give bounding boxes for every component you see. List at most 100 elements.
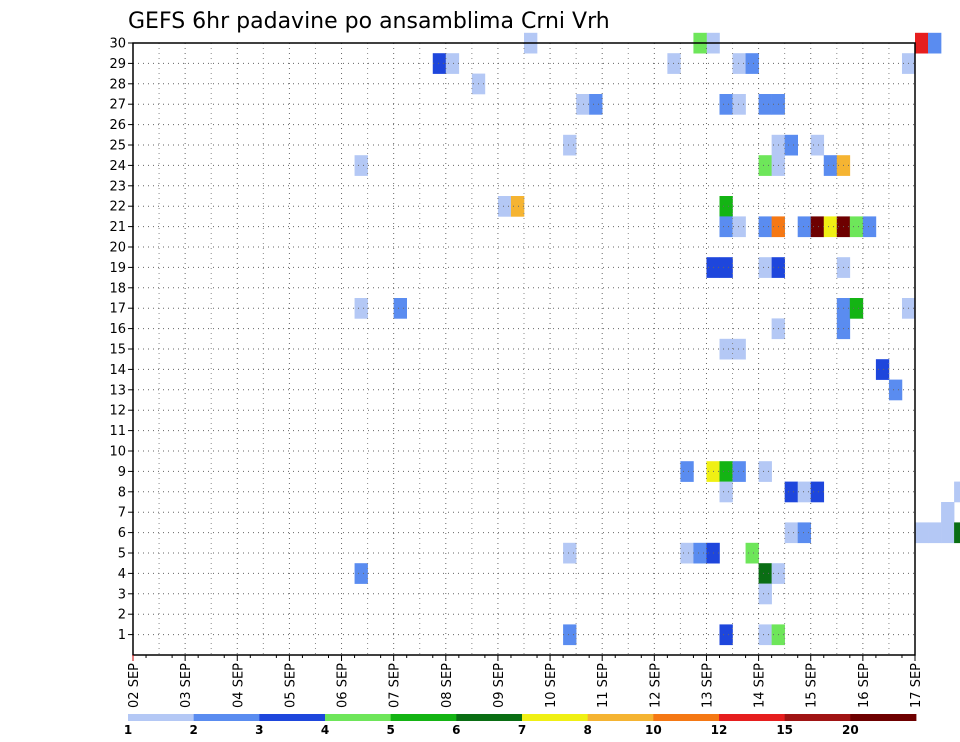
y-tick-label: 20 <box>109 241 126 256</box>
heatmap-cell <box>719 338 733 360</box>
heatmap-cell <box>719 94 733 115</box>
x-tick-label: 15 SEP <box>805 663 820 708</box>
heatmap-cell <box>875 359 890 380</box>
colorbar-label: 7 <box>518 723 526 737</box>
heatmap-cell <box>680 461 694 482</box>
colorbar-label: 4 <box>321 723 329 737</box>
y-tick-label: 13 <box>109 383 126 398</box>
colorbar-label: 3 <box>255 723 263 737</box>
y-tick-label: 30 <box>109 37 126 52</box>
heatmap-cell <box>732 216 746 238</box>
heatmap-cell <box>693 542 707 564</box>
x-tick-label: 03 SEP <box>179 663 194 708</box>
heatmap-cell <box>576 94 590 115</box>
x-tick-label: 02 SEP <box>127 663 142 708</box>
heatmap-cell <box>784 481 798 503</box>
x-tick-label: 09 SEP <box>492 663 507 708</box>
x-tick-label: 12 SEP <box>648 663 663 708</box>
colorbar-label: 1 <box>124 723 132 737</box>
y-tick-label: 15 <box>109 343 126 358</box>
heatmap-cell <box>680 542 694 564</box>
x-tick-label: 13 SEP <box>700 663 715 708</box>
heatmap-cell <box>954 522 960 544</box>
colorbar-segment <box>719 714 786 721</box>
y-tick-label: 10 <box>109 445 126 460</box>
heatmap-cell <box>928 522 942 544</box>
heatmap-cell <box>823 155 838 176</box>
colorbar: 1 2 3 4 5 6 7 8 10 12 15 20 <box>124 714 917 737</box>
grid-lines <box>133 42 915 655</box>
x-tick-label: 07 SEP <box>388 663 403 708</box>
heatmap-cell <box>797 481 812 503</box>
heatmap-cell <box>354 563 368 584</box>
x-tick-label: 11 SEP <box>596 663 611 708</box>
heatmap-cell <box>719 216 733 238</box>
heatmap-cell <box>563 134 577 156</box>
heatmap-cell <box>758 583 772 605</box>
colorbar-segment <box>325 714 392 721</box>
heatmap-cell <box>954 481 960 503</box>
colorbar-label: 8 <box>583 723 591 737</box>
heatmap-cell <box>784 522 798 544</box>
heatmap-cell <box>941 502 955 523</box>
heatmap-cell <box>797 522 812 544</box>
colorbar-segment <box>850 714 917 721</box>
heatmap-cell <box>758 563 772 584</box>
colorbar-segment <box>456 714 523 721</box>
y-tick-label: 18 <box>109 281 126 296</box>
heatmap-cell <box>510 196 525 217</box>
colorbar-label: 5 <box>386 723 394 737</box>
colorbar-label: 10 <box>645 723 662 737</box>
heatmap-cell <box>915 32 929 54</box>
y-tick-label: 19 <box>109 261 126 276</box>
y-tick-label: 4 <box>118 567 126 582</box>
heatmap-cell <box>849 298 864 319</box>
heatmap-cell <box>667 53 681 74</box>
colorbar-segment <box>653 714 720 721</box>
heatmap-cell <box>941 522 955 544</box>
heatmap-cell <box>745 542 759 564</box>
colorbar-segment <box>587 714 654 721</box>
y-tick-label: 3 <box>118 587 126 602</box>
heatmap-cell <box>915 522 929 544</box>
y-tick-label: 12 <box>109 404 126 419</box>
x-tick-label: 08 SEP <box>440 663 455 708</box>
heatmap-cell <box>393 298 407 319</box>
heatmap-cell <box>589 94 603 115</box>
heatmap-cell <box>888 379 903 401</box>
colorbar-label: 6 <box>452 723 460 737</box>
y-tick-label: 1 <box>118 628 126 643</box>
x-tick-label: 04 SEP <box>231 663 246 708</box>
heatmap-cell <box>719 196 733 217</box>
y-tick-label: 21 <box>109 220 126 235</box>
y-tick-label: 25 <box>109 139 126 154</box>
colorbar-label: 2 <box>189 723 197 737</box>
x-tick-label: 10 SEP <box>544 663 559 708</box>
heatmap-cell <box>497 196 512 217</box>
heatmap-cell <box>354 155 368 176</box>
y-tick-label: 29 <box>109 57 126 72</box>
heatmap-cell <box>732 53 746 74</box>
heatmap-cells <box>354 32 960 646</box>
heatmap-cell <box>797 216 812 238</box>
y-tick-label: 26 <box>109 118 126 133</box>
heatmap-cell <box>758 624 772 646</box>
heatmap-cell <box>758 94 772 115</box>
y-tick-label: 24 <box>109 159 126 174</box>
heatmap-cell <box>719 461 733 482</box>
colorbar-label: 12 <box>711 723 728 737</box>
colorbar-label: 20 <box>842 723 859 737</box>
y-tick-label: 27 <box>109 98 126 113</box>
heatmap-cell <box>719 257 733 278</box>
heatmap-cell <box>849 216 864 238</box>
heatmap-cell <box>732 338 746 360</box>
heatmap-cell <box>810 481 825 503</box>
chart-title: GEFS 6hr padavine po ansamblima Crni Vrh <box>128 9 610 34</box>
x-tick-label: 14 SEP <box>753 663 768 708</box>
heatmap-cell <box>563 624 577 646</box>
colorbar-segment <box>128 714 195 721</box>
y-tick-label: 23 <box>109 179 126 194</box>
heatmap-cell <box>745 53 759 74</box>
y-tick-label: 14 <box>109 363 126 378</box>
